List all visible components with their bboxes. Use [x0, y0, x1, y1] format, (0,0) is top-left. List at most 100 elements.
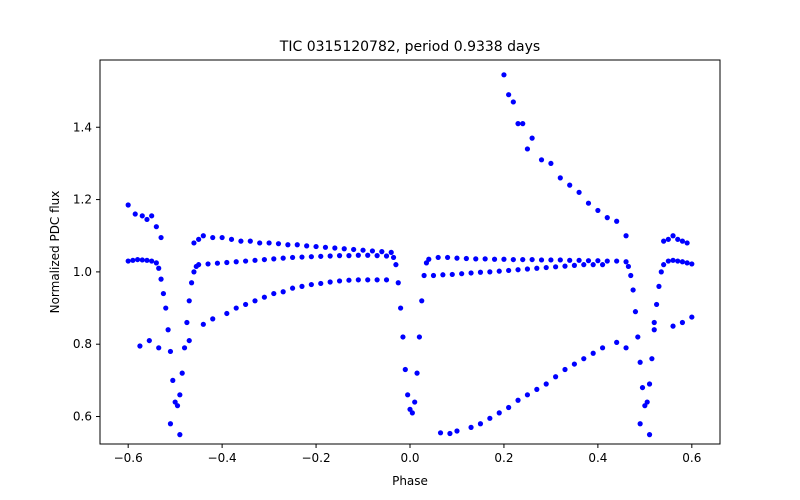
data-point	[595, 258, 601, 264]
data-point	[261, 256, 267, 263]
data-point	[515, 267, 521, 273]
data-point	[275, 241, 282, 247]
data-point	[604, 215, 610, 221]
data-point	[614, 339, 620, 345]
data-point	[167, 348, 174, 355]
data-point	[388, 249, 394, 255]
data-point	[224, 310, 230, 317]
data-point	[477, 421, 484, 427]
data-point	[196, 236, 202, 242]
data-point	[341, 246, 347, 252]
data-point	[247, 238, 253, 244]
data-point	[390, 254, 397, 261]
data-point	[491, 256, 498, 262]
data-point	[365, 252, 371, 258]
data-point	[637, 421, 643, 427]
data-point	[304, 243, 310, 249]
data-point	[149, 258, 155, 264]
data-point	[557, 257, 563, 263]
data-point	[665, 258, 671, 264]
data-point	[149, 213, 155, 219]
y-axis-ticks: 0.6 0.8 1.0 1.2 1.4	[73, 120, 100, 424]
data-point	[562, 366, 568, 373]
data-point	[581, 262, 587, 268]
data-point	[487, 415, 493, 421]
data-point	[553, 264, 559, 270]
x-tick-label: 0.6	[682, 451, 701, 465]
data-point	[646, 381, 653, 387]
data-point	[186, 298, 192, 304]
data-point	[156, 265, 162, 271]
data-point	[524, 392, 531, 398]
data-point	[506, 267, 512, 274]
data-point	[562, 263, 568, 269]
data-point	[165, 327, 171, 333]
data-point	[405, 392, 411, 398]
x-tick-label: 0.0	[400, 451, 419, 465]
data-point	[327, 253, 333, 259]
data-point	[623, 345, 629, 351]
data-point	[374, 253, 380, 259]
data-point	[137, 343, 143, 349]
data-point	[346, 277, 352, 283]
data-point	[252, 257, 258, 263]
data-point	[630, 287, 636, 293]
data-point	[487, 269, 493, 275]
data-point	[177, 392, 183, 398]
data-point	[383, 253, 390, 259]
data-point	[656, 283, 662, 289]
data-point	[158, 234, 164, 241]
data-point	[257, 240, 263, 246]
data-point	[125, 258, 131, 264]
data-point	[233, 305, 239, 311]
data-point	[393, 262, 399, 268]
data-point	[454, 255, 460, 261]
data-point	[689, 314, 695, 320]
data-point	[308, 281, 314, 288]
data-point	[529, 256, 535, 263]
data-point	[416, 334, 422, 340]
data-point	[529, 135, 535, 141]
data-point	[444, 254, 451, 261]
data-point	[144, 257, 150, 263]
y-tick-label: 0.6	[73, 410, 92, 424]
data-point	[351, 246, 357, 253]
data-point	[684, 260, 690, 266]
data-point	[506, 92, 512, 98]
y-tick-label: 1.2	[73, 193, 92, 207]
data-point	[360, 247, 366, 253]
data-point	[346, 253, 352, 259]
data-point	[153, 224, 159, 230]
data-point	[524, 146, 531, 152]
data-point	[205, 261, 211, 267]
data-point	[130, 257, 136, 263]
data-point	[447, 430, 453, 437]
data-point	[515, 397, 521, 403]
data-point	[679, 319, 686, 326]
data-point	[599, 345, 606, 351]
data-point	[289, 254, 296, 261]
data-point	[520, 121, 526, 127]
data-point	[383, 277, 390, 283]
data-point	[369, 248, 376, 254]
data-point	[646, 432, 653, 438]
data-point	[644, 399, 650, 405]
data-point	[228, 236, 235, 242]
y-tick-label: 0.8	[73, 337, 92, 351]
data-point	[684, 240, 690, 246]
data-point	[167, 421, 174, 427]
data-point	[679, 259, 686, 265]
data-point	[543, 381, 549, 387]
data-point	[224, 259, 230, 266]
data-point	[585, 258, 592, 264]
data-point	[181, 345, 188, 351]
data-point	[590, 262, 596, 268]
data-point	[153, 260, 159, 266]
data-point	[139, 213, 145, 219]
x-axis-label: Phase	[392, 474, 428, 488]
data-point	[318, 253, 324, 259]
data-point	[243, 258, 249, 264]
data-point	[628, 272, 634, 279]
x-tick-label: 0.4	[588, 451, 607, 465]
